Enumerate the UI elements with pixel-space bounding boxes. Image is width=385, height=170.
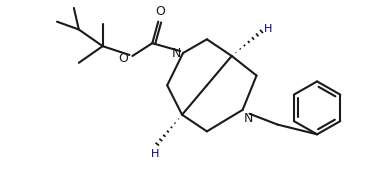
Text: N: N [172, 47, 181, 60]
Text: O: O [119, 52, 129, 65]
Text: N: N [244, 112, 253, 125]
Text: H: H [151, 149, 159, 159]
Text: O: O [155, 5, 165, 18]
Text: H: H [263, 24, 272, 35]
